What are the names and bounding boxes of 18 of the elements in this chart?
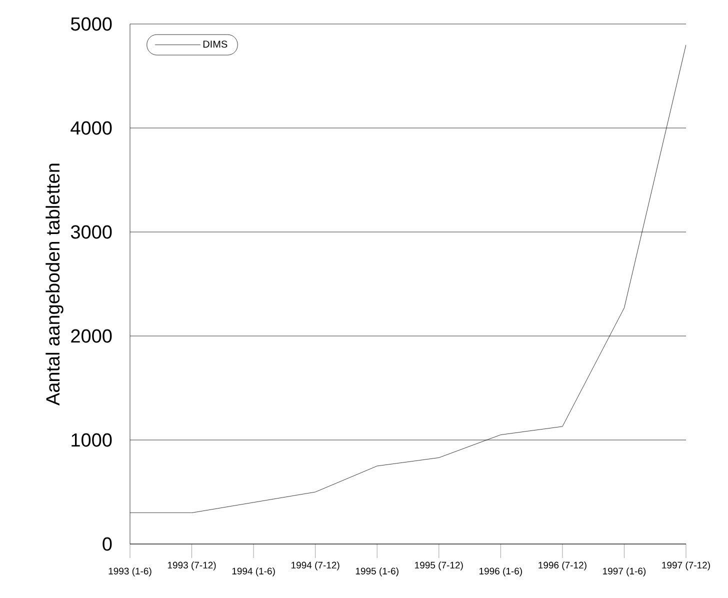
y-tick-label: 3000	[70, 225, 112, 239]
y-tick-label: 5000	[70, 17, 112, 31]
y-tick-label: 2000	[71, 329, 112, 343]
y-tick-label: 0	[102, 537, 112, 551]
x-tick-label: 1993 (1-6)	[108, 567, 152, 576]
y-tick-label: 4000	[70, 121, 112, 135]
x-tick-label: 1997 (1-6)	[603, 567, 646, 576]
x-tick-label: 1995 (1-6)	[356, 567, 398, 576]
x-tick-label: 1995 (7-12)	[415, 562, 463, 570]
x-tick-label: 1994 (7-12)	[291, 562, 340, 570]
x-tick-label: 1996 (1-6)	[479, 567, 522, 576]
y-axis-title: Aantal aangeboden tabletten	[46, 164, 64, 406]
legend-label: DIMS	[203, 40, 228, 48]
x-tick-label: 1996 (7-12)	[538, 562, 586, 570]
y-tick-label: 1000	[72, 433, 112, 447]
x-tick-label: 1994 (1-6)	[232, 567, 275, 576]
x-tick-label: 1997 (7-12)	[662, 562, 710, 570]
x-tick-label: 1993 (7-12)	[168, 562, 216, 570]
